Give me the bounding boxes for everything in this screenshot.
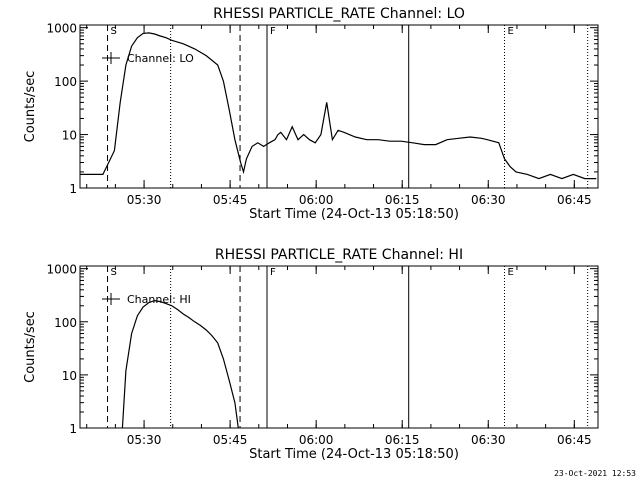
x-tick-label: 05:45: [213, 193, 248, 207]
x-tick-label: 06:45: [557, 193, 592, 207]
legend-label-hi: Channel: HI: [127, 293, 191, 306]
x-tick-label: 06:30: [471, 433, 506, 447]
x-axis-label-hi: Start Time (24-Oct-13 05:18:50): [249, 447, 459, 462]
event-marker-label: S: [111, 267, 117, 278]
y-tick-label: 1: [69, 182, 77, 196]
y-tick-label: 1: [69, 422, 77, 436]
x-tick-label: 05:45: [213, 433, 248, 447]
y-tick-label: 1000: [46, 263, 77, 277]
event-marker-label: E: [507, 267, 513, 278]
plot-frame-hi: [79, 265, 599, 429]
x-tick-label: 06:30: [471, 193, 506, 207]
plot-frame-lo: [79, 24, 599, 189]
x-tick-label: 06:15: [385, 433, 420, 447]
event-marker-label: F: [270, 26, 276, 37]
x-tick-label: 05:30: [127, 433, 162, 447]
legend-label-lo: Channel: LO: [127, 52, 194, 65]
footer-timestamp: 23-Oct-2021 12:53: [554, 469, 636, 478]
y-tick-label: 100: [54, 75, 77, 89]
event-marker-label: S: [111, 26, 117, 37]
series-line-lo: [80, 32, 597, 180]
event-marker-label: F: [270, 267, 276, 278]
y-tick-label: 100: [54, 316, 77, 330]
series-line-hi: [121, 299, 239, 429]
x-tick-label: 06:45: [557, 433, 592, 447]
chart-title-hi: RHESSI PARTICLE_RATE Channel: HI: [215, 247, 463, 263]
x-tick-label: 05:30: [127, 193, 162, 207]
event-marker-label: E: [507, 26, 513, 37]
y-tick-label: 10: [62, 369, 77, 383]
x-tick-label: 06:00: [299, 433, 334, 447]
x-tick-label: 06:00: [299, 193, 334, 207]
y-axis-label-hi: Counts/sec: [23, 311, 38, 383]
y-tick-label: 10: [62, 129, 77, 143]
chart-title-lo: RHESSI PARTICLE_RATE Channel: LO: [213, 6, 465, 22]
y-axis-label-lo: Counts/sec: [23, 71, 38, 143]
y-tick-label: 1000: [46, 22, 77, 36]
x-tick-label: 06:15: [385, 193, 420, 207]
x-axis-label-lo: Start Time (24-Oct-13 05:18:50): [249, 207, 459, 222]
